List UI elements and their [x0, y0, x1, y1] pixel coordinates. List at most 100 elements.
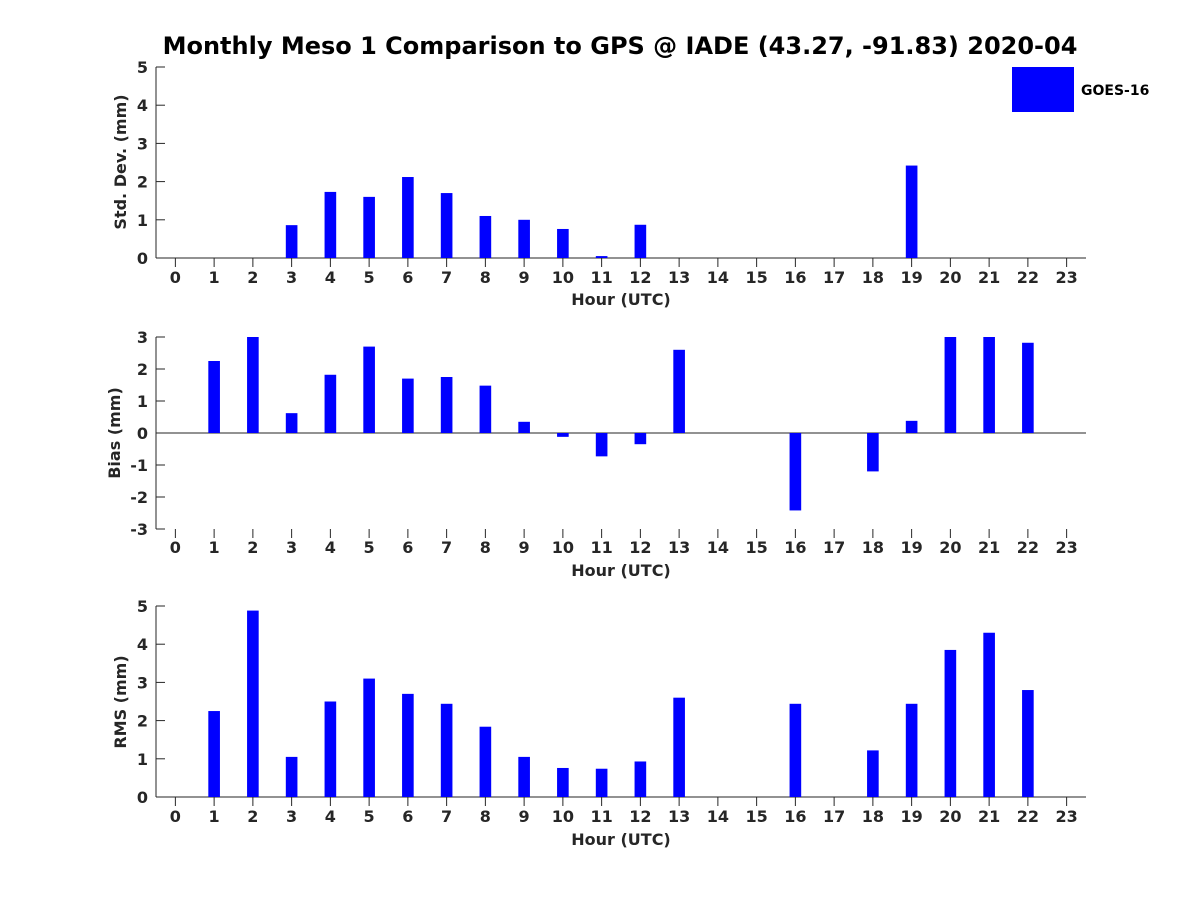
std-dev-bar	[324, 191, 337, 258]
bias-bar	[324, 374, 337, 433]
std-dev-x-tick-label: 12	[629, 268, 651, 287]
rms-y-tick-label: 0	[137, 788, 148, 807]
rms-x-tick-label: 12	[629, 807, 651, 826]
rms-x-tick-label: 23	[1055, 807, 1077, 826]
rms-bar	[634, 761, 647, 797]
bias-x-tick-label: 6	[402, 538, 413, 557]
bias-x-tick-label: 2	[247, 538, 258, 557]
bias-x-tick-label: 9	[519, 538, 530, 557]
std-dev-bar	[402, 177, 414, 258]
bias-x-tick-label: 7	[441, 538, 452, 557]
bias-bar	[867, 433, 879, 472]
bias-x-tick-label: 23	[1055, 538, 1077, 557]
bias-y-tick-label: -1	[130, 456, 148, 475]
rms-x-tick-label: 22	[1017, 807, 1039, 826]
rms-x-tick-label: 5	[364, 807, 375, 826]
bias-x-tick-label: 12	[629, 538, 651, 557]
rms-x-tick-label: 10	[552, 807, 574, 826]
bias-bar	[440, 377, 453, 433]
std-dev-bar	[363, 196, 375, 258]
bias-x-tick-label: 1	[209, 538, 220, 557]
std-dev-x-tick-label: 10	[552, 268, 574, 287]
rms-bar	[673, 697, 685, 797]
std-dev-x-tick-label: 13	[668, 268, 690, 287]
std-dev-x-tick-label: 11	[590, 268, 612, 287]
bias-x-tick-label: 17	[823, 538, 845, 557]
rms-bar	[789, 703, 802, 797]
rms-x-tick-label: 2	[247, 807, 258, 826]
bias-x-tick-label: 5	[364, 538, 375, 557]
bias-bar	[1022, 342, 1034, 433]
bias-y-tick-label: -2	[130, 488, 148, 507]
rms-bar	[324, 701, 337, 797]
rms-y-tick-label: 3	[137, 673, 148, 692]
rms-x-tick-label: 0	[170, 807, 181, 826]
bias-bar	[402, 378, 414, 433]
std-dev-x-tick-label: 1	[209, 268, 220, 287]
std-dev-bar	[595, 256, 608, 258]
std-dev-bar	[634, 224, 647, 258]
rms-bar	[440, 703, 453, 797]
rms-bar	[557, 767, 569, 797]
rms-bar	[479, 726, 492, 797]
std-dev-x-tick-label: 8	[480, 268, 491, 287]
rms-x-axis-label: Hour (UTC)	[571, 830, 671, 849]
std-dev-x-tick-label: 6	[402, 268, 413, 287]
rms-bar	[983, 632, 995, 797]
rms-x-tick-label: 17	[823, 807, 845, 826]
std-dev-x-tick-label: 0	[170, 268, 181, 287]
bias-y-axis-label: Bias (mm)	[105, 387, 124, 479]
rms-y-tick-label: 4	[137, 635, 148, 654]
bias-x-axis-label: Hour (UTC)	[571, 561, 671, 580]
std-dev-x-tick-label: 3	[286, 268, 297, 287]
bias-bar	[363, 346, 375, 433]
rms-x-tick-label: 1	[209, 807, 220, 826]
bias-y-tick-label: 1	[137, 392, 148, 411]
std-dev-y-tick-label: 4	[137, 96, 148, 115]
bias-y-tick-label: 0	[137, 424, 148, 443]
rms-bar	[867, 750, 879, 797]
bias-bar	[518, 421, 530, 433]
bias-bar	[905, 420, 918, 433]
rms-bar	[1022, 690, 1034, 797]
bias-bar	[247, 337, 259, 433]
bias-x-tick-label: 4	[325, 538, 336, 557]
std-dev-y-tick-label: 1	[137, 211, 148, 230]
std-dev-x-tick-label: 2	[247, 268, 258, 287]
bias-x-tick-label: 19	[900, 538, 922, 557]
rms-x-tick-label: 3	[286, 807, 297, 826]
rms-bar	[944, 649, 957, 797]
rms-x-tick-label: 4	[325, 807, 336, 826]
bias-x-tick-label: 16	[784, 538, 806, 557]
legend-swatch	[1012, 67, 1074, 112]
rms-x-tick-label: 18	[862, 807, 884, 826]
bias-x-tick-label: 14	[707, 538, 729, 557]
legend: GOES-16	[1012, 67, 1149, 112]
bias-bar	[208, 361, 220, 433]
bias-bar	[789, 433, 802, 511]
std-dev-y-axis-label: Std. Dev. (mm)	[111, 94, 130, 229]
rms-x-tick-label: 14	[707, 807, 729, 826]
std-dev-x-tick-label: 22	[1017, 268, 1039, 287]
std-dev-x-tick-label: 4	[325, 268, 336, 287]
rms-x-tick-label: 11	[590, 807, 612, 826]
bias-y-tick-label: 3	[137, 328, 148, 347]
std-dev-y-tick-label: 3	[137, 134, 148, 153]
std-dev-x-tick-label: 9	[519, 268, 530, 287]
bias-x-tick-label: 8	[480, 538, 491, 557]
std-dev-y-tick-label: 2	[137, 173, 148, 192]
bias-x-tick-label: 3	[286, 538, 297, 557]
rms-bar	[247, 610, 259, 797]
rms-x-tick-label: 13	[668, 807, 690, 826]
std-dev-bar	[285, 225, 298, 258]
std-dev-x-tick-label: 16	[784, 268, 806, 287]
bias-bar	[479, 385, 492, 433]
bias-x-tick-label: 15	[745, 538, 767, 557]
rms-y-tick-label: 2	[137, 712, 148, 731]
bias-y-tick-label: -3	[130, 520, 148, 539]
chart-title: Monthly Meso 1 Comparison to GPS @ IADE …	[163, 32, 1078, 60]
rms-x-tick-label: 21	[978, 807, 1000, 826]
